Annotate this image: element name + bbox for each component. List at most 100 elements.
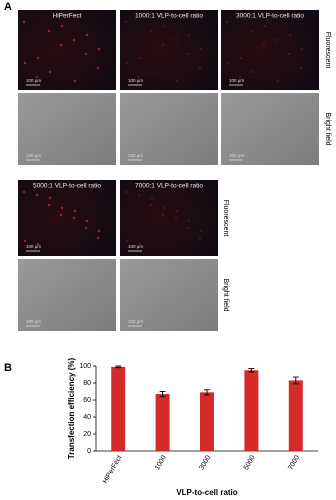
cell-signal: [96, 66, 100, 70]
image-caption: 5000:1 VLP-to-cell ratio: [33, 183, 101, 190]
fluorescent-image: [221, 10, 319, 90]
cell-signal: [161, 43, 165, 47]
y-tick-label: 60: [83, 397, 91, 404]
cell-signal: [300, 47, 304, 51]
cell-signal: [239, 56, 243, 60]
scale-label: 100 µm: [128, 153, 143, 158]
cell-signal: [59, 43, 63, 47]
cell-signal: [250, 29, 254, 33]
panel-label: A: [4, 1, 12, 13]
cell-signal: [22, 190, 26, 194]
cell-signal: [276, 79, 280, 83]
bar: [244, 370, 259, 451]
panel-label: B: [4, 362, 12, 374]
cell-signal: [23, 239, 27, 243]
scale-label: 100 µm: [128, 78, 143, 83]
x-tick-label: HiPerFect: [102, 454, 124, 484]
fluorescent-image: [120, 10, 218, 90]
x-tick-label: 3000: [198, 454, 212, 471]
cell-signal: [36, 56, 40, 60]
image-caption: 3000:1 VLP-to-cell ratio: [236, 13, 304, 20]
cell-signal: [251, 70, 255, 74]
cell-signal: [137, 193, 141, 197]
cell-signal: [137, 75, 141, 79]
cell-signal: [35, 75, 39, 79]
cell-signal: [263, 24, 267, 28]
cell-signal: [47, 203, 51, 207]
scale-label: 100 µm: [26, 244, 41, 249]
scale-label: 100 µm: [128, 319, 143, 324]
cell-signal: [97, 229, 101, 233]
cell-signal: [149, 29, 153, 33]
cell-signal: [60, 24, 64, 28]
cell-signal: [84, 52, 88, 56]
cell-signal: [199, 229, 203, 233]
x-tick-label: 1000: [154, 454, 168, 471]
image-caption: HiPerFect: [53, 13, 82, 20]
scale-label: 100 µm: [229, 153, 244, 158]
cell-signal: [161, 213, 165, 217]
fluorescent-image: [18, 10, 116, 90]
row-label: Bright field: [222, 278, 229, 311]
cell-signal: [22, 20, 26, 24]
cell-signal: [238, 75, 242, 79]
cell-signal: [187, 33, 191, 37]
cell-signal: [47, 29, 51, 33]
bright-field-image: [221, 93, 319, 165]
y-tick-label: 100: [79, 363, 91, 370]
y-tick-label: 20: [83, 431, 91, 438]
cell-signal: [73, 79, 77, 83]
cell-signal: [150, 196, 154, 200]
cell-signal: [97, 47, 101, 51]
row-label: Fluorescent: [222, 200, 229, 237]
cell-signal: [175, 79, 179, 83]
cell-signal: [138, 56, 142, 60]
cell-signal: [72, 38, 76, 42]
bar: [155, 394, 170, 451]
fluorescent-image: [18, 180, 116, 256]
x-tick-label: 7000: [287, 454, 301, 471]
cell-signal: [96, 236, 100, 240]
cell-signal: [124, 190, 128, 194]
bar: [111, 366, 126, 451]
cell-signal: [59, 213, 63, 217]
cell-signal: [85, 219, 89, 223]
cell-signal: [175, 209, 179, 213]
cell-signal: [186, 226, 190, 230]
cell-signal: [186, 52, 190, 56]
cell-signal: [162, 206, 166, 210]
y-tick-label: 80: [83, 380, 91, 387]
cell-signal: [225, 20, 229, 24]
bar: [200, 392, 214, 451]
cell-signal: [73, 209, 77, 213]
x-axis-label: VLP-to-cell ratio: [176, 488, 237, 497]
cell-signal: [275, 38, 279, 42]
cell-signal: [198, 236, 202, 240]
cell-signal: [36, 242, 40, 246]
image-caption: 1000:1 VLP-to-cell ratio: [135, 13, 203, 20]
cell-signal: [262, 43, 266, 47]
cell-signal: [187, 219, 191, 223]
bright-field-image: [18, 93, 116, 165]
cell-signal: [125, 61, 129, 65]
cell-signal: [48, 196, 52, 200]
bar: [288, 380, 303, 451]
cell-signal: [288, 33, 292, 37]
cell-signal: [72, 216, 76, 220]
fluorescent-image: [120, 180, 218, 256]
cell-signal: [150, 70, 154, 74]
scale-label: 100 µm: [26, 319, 41, 324]
cell-signal: [124, 20, 128, 24]
image-caption: 7000:1 VLP-to-cell ratio: [135, 183, 203, 190]
cell-signal: [174, 38, 178, 42]
scale-label: 100 µm: [26, 78, 41, 83]
cell-signal: [48, 70, 52, 74]
cell-signal: [162, 24, 166, 28]
cell-signal: [174, 216, 178, 220]
x-tick-label: 5000: [243, 454, 257, 471]
cell-signal: [198, 66, 202, 70]
scale-label: 100 µm: [128, 244, 143, 249]
cell-signal: [85, 33, 89, 37]
row-label: Fluorescent: [324, 32, 331, 69]
